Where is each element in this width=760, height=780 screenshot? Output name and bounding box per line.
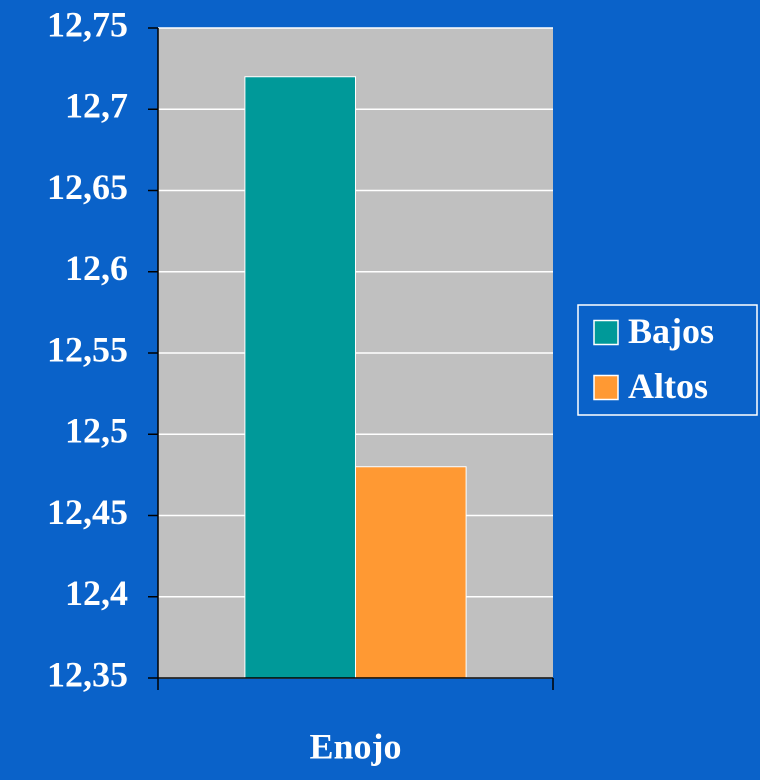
x-tick-label: Enojo xyxy=(309,726,401,766)
bar xyxy=(355,466,467,679)
bar xyxy=(244,76,356,679)
y-tick-label: 12,7 xyxy=(65,86,128,126)
legend-label: Bajos xyxy=(628,311,714,351)
y-tick-label: 12,4 xyxy=(65,573,128,613)
y-tick-label: 12,75 xyxy=(47,4,128,44)
y-tick-label: 12,35 xyxy=(47,654,128,694)
legend-box xyxy=(577,304,758,416)
legend-swatch xyxy=(593,374,619,401)
y-tick-label: 12,5 xyxy=(65,411,128,451)
legend-label: Altos xyxy=(628,366,708,406)
y-tick-label: 12,6 xyxy=(65,248,128,288)
y-tick-label: 12,65 xyxy=(47,167,128,207)
y-tick-label: 12,55 xyxy=(47,329,128,369)
y-tick-label: 12,45 xyxy=(47,492,128,532)
legend-swatch xyxy=(593,319,619,346)
